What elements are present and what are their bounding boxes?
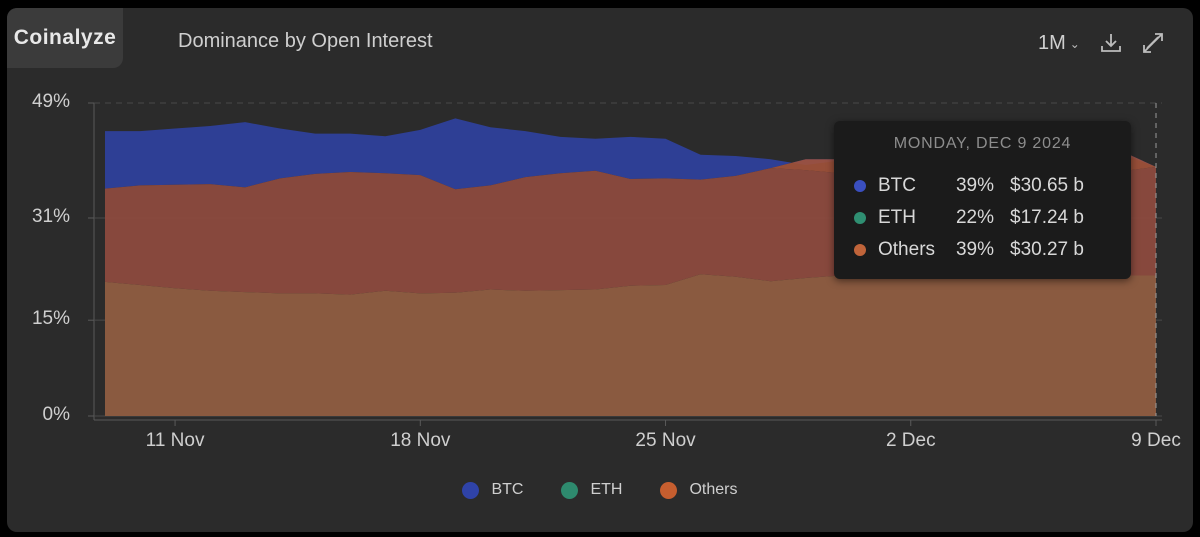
x-tick-label-0: 11 Nov [145,430,205,451]
others-dot-icon [854,244,866,256]
eth-area [105,274,1156,416]
tooltip-row-btc: BTC 39% $30.65 b [854,174,1084,198]
eth-legend-dot-icon [561,481,579,499]
tooltip-row-eth: ETH 22% $17.24 b [854,206,1084,230]
y-tick-label-1: 15% [31,308,70,330]
legend-item-others[interactable]: Others [660,481,738,499]
expand-icon [1143,33,1163,53]
chart-legend: BTC ETH Others [0,481,1200,499]
x-tick-label-1: 18 Nov [390,430,451,451]
others-legend-dot-icon [660,481,678,499]
x-tick-label-4: 9 Dec [1131,430,1181,451]
legend-item-btc[interactable]: BTC [462,481,523,499]
y-tick-label-0: 0% [42,404,70,425]
btc-dot-icon [854,180,866,192]
download-icon [1101,34,1121,52]
btc-area [105,118,1156,190]
period-selector[interactable]: 1M ⌄ [1038,32,1080,55]
eth-dot-icon [854,212,866,224]
x-tick-label-2: 25 Nov [635,430,696,451]
btc-legend-dot-icon [462,481,480,499]
download-button[interactable] [1099,31,1123,55]
brand-logo: Coinalyze [7,8,123,68]
chart-title: Dominance by Open Interest [178,30,433,52]
period-label: 1M [1038,32,1066,54]
legend-item-eth[interactable]: ETH [561,481,622,499]
chevron-down-icon: ⌄ [1069,36,1080,51]
chart-tooltip: MONDAY, DEC 9 2024 BTC 39% $30.65 b ETH … [834,121,1131,279]
expand-button[interactable] [1141,31,1165,55]
x-tick-label-3: 2 Dec [885,430,936,451]
tooltip-date: MONDAY, DEC 9 2024 [893,135,1072,152]
y-tick-label-3: 49% [31,91,70,112]
y-tick-label-2: 31% [31,205,70,227]
tooltip-row-others: Others 39% $30.27 b [854,238,1084,262]
